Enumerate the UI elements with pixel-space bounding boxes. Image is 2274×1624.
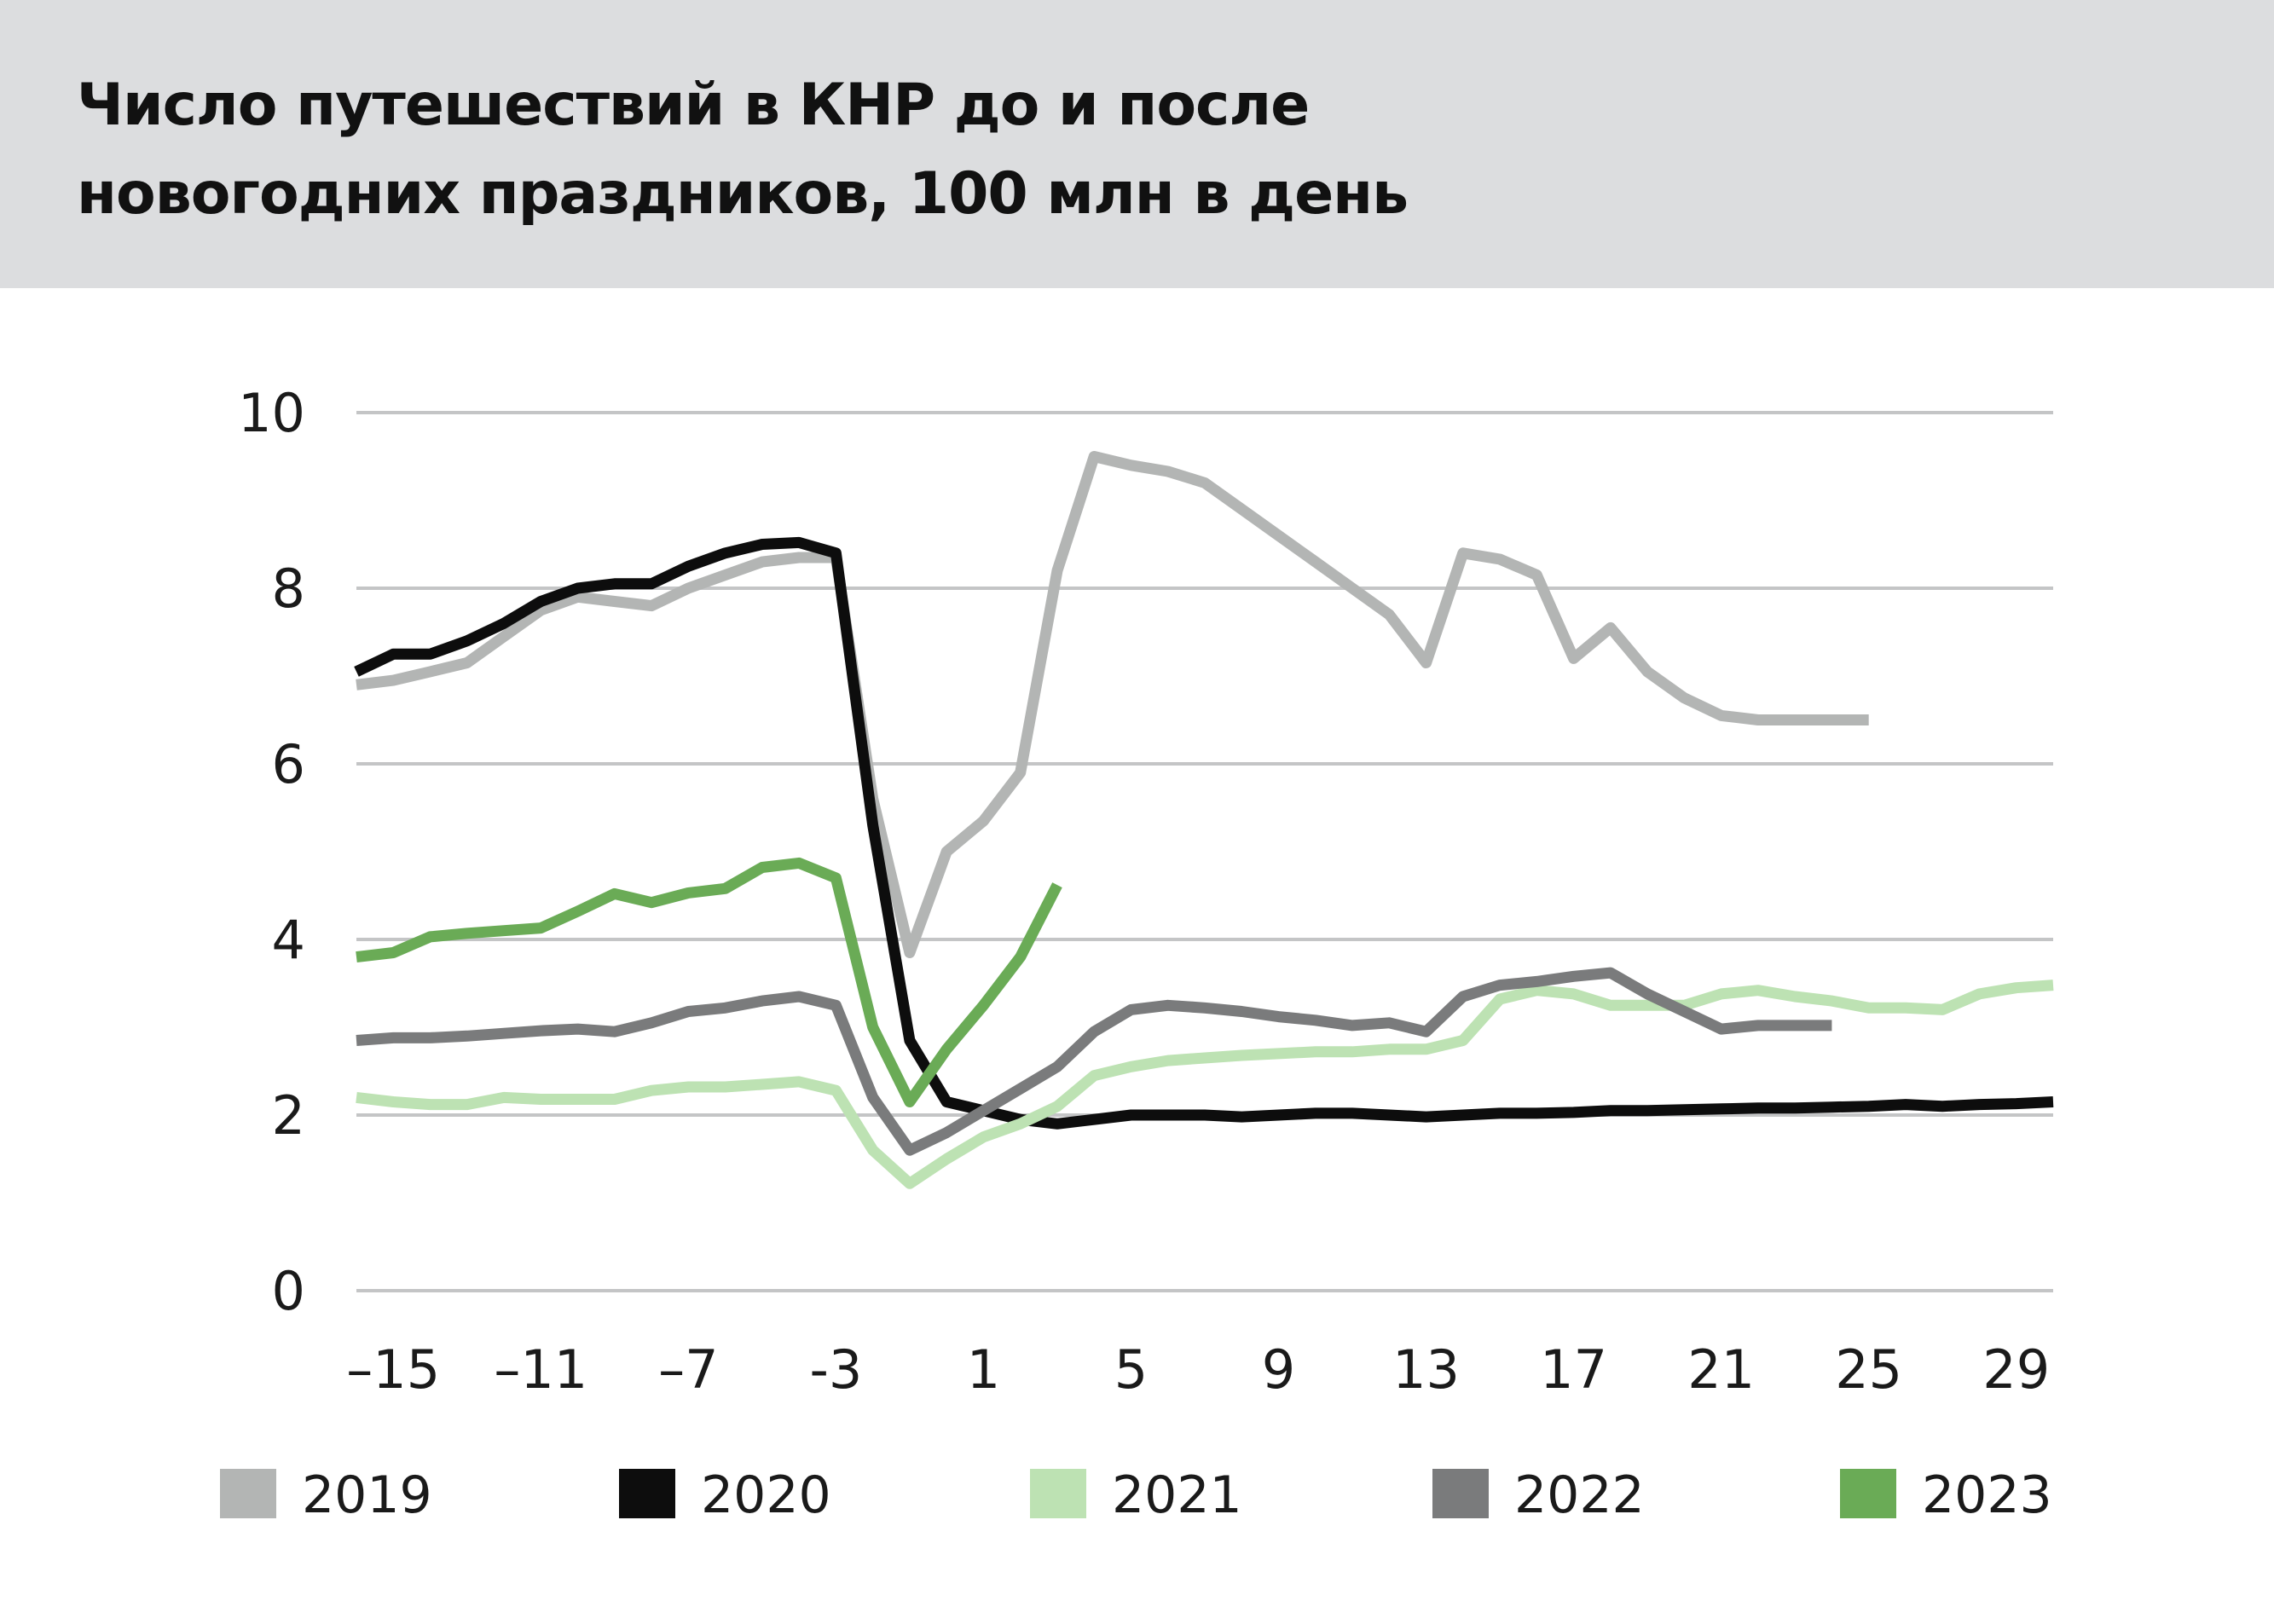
x-tick-label: 17 <box>1540 1338 1607 1401</box>
x-tick-label: -3 <box>809 1338 862 1401</box>
gridlines <box>356 411 2053 1292</box>
series-line-2020 <box>354 536 2054 1130</box>
x-tick-label: 5 <box>1114 1338 1148 1401</box>
legend-swatch-2021 <box>1030 1469 1086 1518</box>
legend-label-2022: 2022 <box>1514 1465 1645 1525</box>
y-tick-label: 2 <box>272 1084 305 1147</box>
legend: 2019 2020 2021 2022 2023 <box>220 1465 2052 1525</box>
x-tick-label: –15 <box>346 1338 440 1401</box>
legend-swatch-2020 <box>619 1469 675 1518</box>
series-lines <box>354 451 2054 1189</box>
x-tick-label: 1 <box>967 1338 1000 1401</box>
legend-label-2023: 2023 <box>1922 1465 2052 1525</box>
y-tick-label: 10 <box>238 382 305 444</box>
y-axis-ticks: 0 2 4 6 8 10 <box>238 382 305 1322</box>
y-tick-label: 6 <box>272 733 305 795</box>
legend-label-2020: 2020 <box>701 1465 831 1525</box>
series-line-2021 <box>356 980 2054 1189</box>
header-band <box>0 0 2274 288</box>
x-tick-label: –7 <box>658 1338 718 1401</box>
x-tick-label: –11 <box>494 1338 587 1401</box>
x-axis-ticks: –15 –11 –7 -3 1 5 9 13 17 21 25 29 <box>346 1338 2050 1401</box>
title-line-2: новогодних праздников, 100 млн в день <box>77 160 1409 228</box>
legend-label-2019: 2019 <box>302 1465 432 1525</box>
x-tick-label: 25 <box>1835 1338 1902 1401</box>
legend-swatch-2019 <box>220 1469 276 1518</box>
x-tick-label: 29 <box>1982 1338 2050 1401</box>
x-tick-label: 13 <box>1392 1338 1460 1401</box>
page-title: Число путешествий в КНР до и после новог… <box>77 61 2123 239</box>
series-line-2022 <box>356 967 1832 1156</box>
y-tick-label: 0 <box>272 1260 305 1322</box>
x-tick-label: 9 <box>1262 1338 1295 1401</box>
x-tick-label: 21 <box>1687 1338 1755 1401</box>
legend-swatch-2023 <box>1840 1469 1896 1518</box>
y-tick-label: 4 <box>272 909 305 971</box>
legend-swatch-2022 <box>1432 1469 1489 1518</box>
series-line-2023 <box>356 857 1062 1107</box>
legend-label-2021: 2021 <box>1112 1465 1242 1525</box>
series-line-2019 <box>356 451 1869 958</box>
y-tick-label: 8 <box>272 558 305 620</box>
title-line-1: Число путешествий в КНР до и после <box>77 72 1310 139</box>
